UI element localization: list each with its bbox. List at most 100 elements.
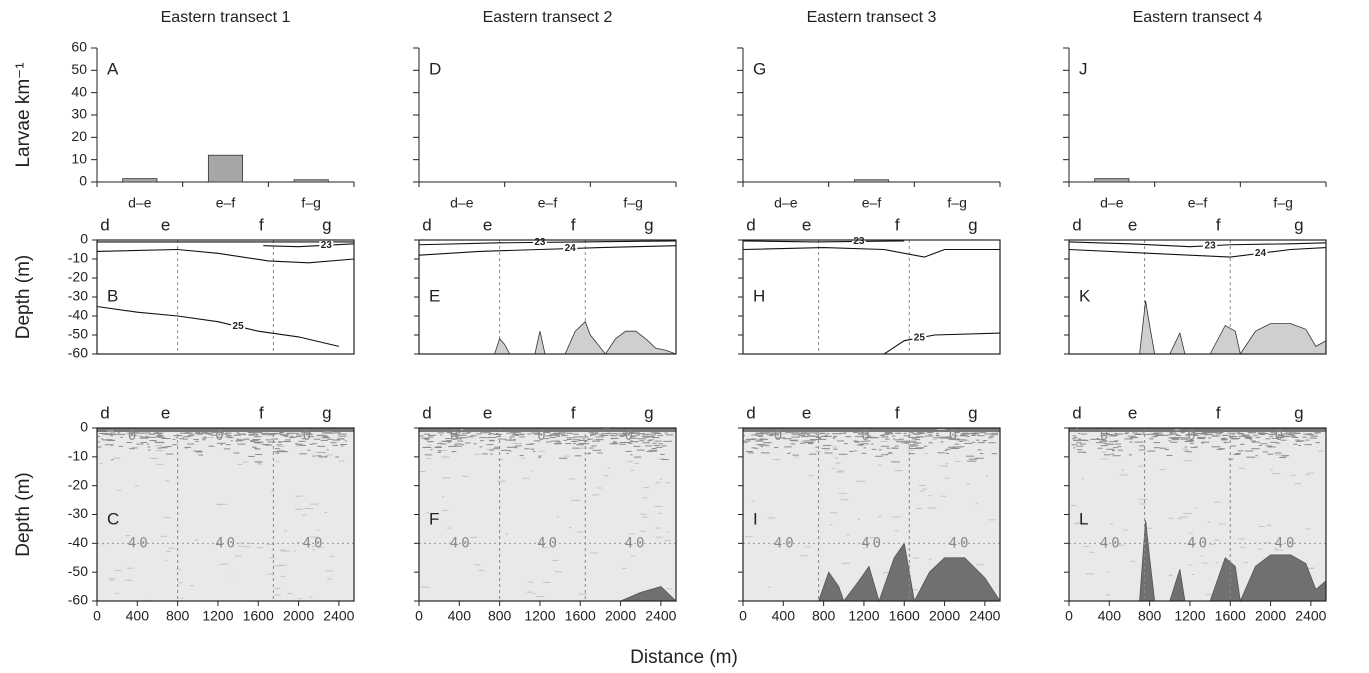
echo-speckle <box>909 589 918 591</box>
echo-speckle <box>506 446 513 448</box>
echo-speckle <box>584 440 589 442</box>
echo-speckle <box>207 437 214 439</box>
echo-speckle <box>651 448 657 450</box>
echo-speckle <box>610 435 618 437</box>
echo-speckle <box>202 437 207 439</box>
echo-speckle <box>760 432 767 434</box>
depth-mark-label: 40 <box>861 535 884 551</box>
echo-speckle <box>344 440 347 442</box>
isotherm <box>418 240 677 246</box>
echo-speckle <box>854 441 860 443</box>
echo-speckle <box>474 453 482 455</box>
echo-speckle <box>658 443 664 445</box>
echo-speckle <box>225 436 232 438</box>
echo-speckle <box>654 440 662 442</box>
echo-speckle <box>235 440 243 442</box>
x-tick-label: 1200 <box>202 608 233 624</box>
echo-speckle <box>808 435 812 437</box>
x-tick-label: e–f <box>216 195 236 211</box>
echo-speckle <box>574 455 582 457</box>
echo-speckle <box>1112 450 1115 452</box>
x-tick-label: f–g <box>1273 195 1292 211</box>
echo-speckle <box>841 562 850 564</box>
isotherm-label: 25 <box>233 321 245 332</box>
echo-speckle <box>756 444 765 446</box>
echo-speckle <box>1294 432 1301 434</box>
echo-speckle <box>1260 443 1268 445</box>
panel-letter: B <box>107 286 118 305</box>
echo-speckle <box>809 453 817 455</box>
echo-speckle <box>281 435 289 437</box>
echo-speckle <box>982 441 986 443</box>
echo-speckle <box>147 436 155 438</box>
echo-speckle <box>520 434 524 436</box>
echo-speckle <box>227 437 234 439</box>
y-tick-label: 40 <box>71 83 87 99</box>
echo-speckle <box>1214 539 1220 541</box>
echo-speckle <box>248 434 255 436</box>
echo-speckle <box>201 432 205 434</box>
echo-speckle <box>612 433 617 435</box>
echo-speckle <box>223 448 231 450</box>
echo-speckle <box>129 448 135 450</box>
echo-speckle <box>1073 436 1078 438</box>
echo-speckle <box>904 441 912 443</box>
echo-speckle <box>587 438 593 440</box>
echo-speckle <box>844 443 848 445</box>
echo-speckle <box>832 433 841 435</box>
depth-mark-label: 0 <box>128 428 139 444</box>
echo-speckle <box>195 432 201 434</box>
echo-speckle <box>591 445 597 447</box>
x-tick-label: 2000 <box>283 608 314 624</box>
echo-speckle <box>666 531 670 533</box>
echo-speckle <box>317 445 326 447</box>
echo-speckle <box>1232 434 1235 436</box>
echo-speckle <box>645 436 655 438</box>
echo-speckle <box>551 434 560 436</box>
echo-speckle <box>800 555 808 557</box>
echo-speckle <box>211 432 221 434</box>
echo-speckle <box>265 432 269 434</box>
echo-speckle <box>1077 433 1081 435</box>
echo-speckle <box>912 433 922 435</box>
echo-speckle <box>765 432 771 434</box>
echo-speckle <box>257 547 264 549</box>
echo-speckle <box>925 435 934 437</box>
echo-speckle <box>492 448 500 450</box>
echo-speckle <box>307 436 315 438</box>
y-tick-label: -20 <box>68 269 88 285</box>
echo-speckle <box>293 550 296 552</box>
echo-speckle <box>1288 542 1296 544</box>
echo-speckle <box>1168 437 1176 439</box>
echo-speckle <box>565 443 572 445</box>
echo-speckle <box>979 453 984 455</box>
echo-speckle <box>1105 594 1111 596</box>
echo-speckle <box>1153 447 1161 449</box>
echo-speckle <box>531 432 539 434</box>
depth-mark-label: 0 <box>625 428 636 444</box>
echo-speckle <box>205 433 209 435</box>
echo-speckle <box>903 435 911 437</box>
bar <box>853 179 890 183</box>
echo-speckle <box>965 455 975 457</box>
echo-speckle <box>512 446 517 448</box>
echo-speckle <box>544 432 551 434</box>
echo-speckle <box>966 436 970 438</box>
echo-speckle <box>556 516 560 518</box>
echo-speckle <box>312 549 315 551</box>
echo-speckle <box>1193 434 1200 436</box>
echo-speckle <box>1138 465 1144 467</box>
echo-speckle <box>1202 432 1211 434</box>
echo-speckle <box>145 435 148 437</box>
echo-speckle <box>1291 434 1295 436</box>
echo-speckle <box>176 568 182 570</box>
echo-speckle <box>945 448 951 450</box>
echo-speckle <box>297 542 301 544</box>
depth-mark-label: 40 <box>1100 535 1123 551</box>
echo-speckle <box>1189 440 1195 442</box>
echo-speckle <box>845 436 852 438</box>
echo-speckle <box>894 439 901 441</box>
echo-speckle <box>973 434 976 436</box>
echo-speckle <box>853 440 858 442</box>
echo-speckle <box>461 444 465 446</box>
